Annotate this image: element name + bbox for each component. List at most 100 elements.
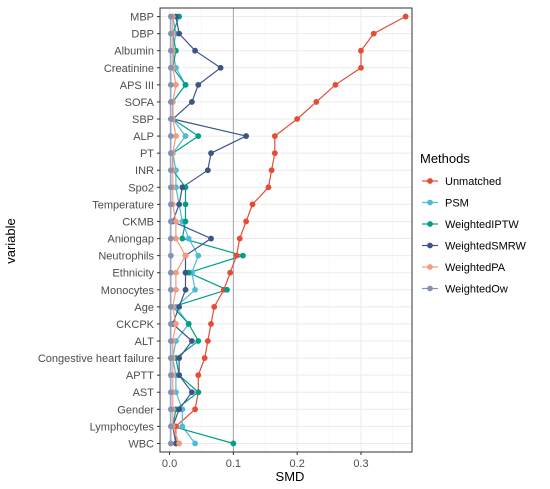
data-point bbox=[176, 201, 183, 208]
data-point bbox=[188, 389, 195, 396]
y-tick-label: SOFA bbox=[125, 97, 155, 109]
data-point bbox=[167, 167, 174, 174]
data-point bbox=[182, 218, 189, 225]
data-point bbox=[167, 116, 174, 122]
data-point bbox=[173, 235, 179, 242]
data-point bbox=[167, 372, 174, 379]
data-point bbox=[208, 321, 214, 327]
data-point bbox=[192, 440, 198, 447]
data-point bbox=[176, 355, 183, 361]
data-point bbox=[173, 218, 179, 225]
y-tick-label: CKMB bbox=[122, 216, 154, 228]
legend-key-point bbox=[427, 264, 433, 270]
data-point bbox=[332, 81, 339, 88]
y-tick-label: Creatinine bbox=[104, 63, 154, 75]
data-point bbox=[167, 218, 174, 225]
y-tick-label: WBC bbox=[128, 438, 154, 450]
y-tick-label: SBP bbox=[132, 114, 154, 126]
data-point bbox=[182, 286, 189, 293]
y-tick-label: APTT bbox=[126, 370, 154, 382]
y-tick-label: AST bbox=[133, 387, 155, 399]
data-point bbox=[230, 440, 237, 447]
data-point bbox=[182, 201, 189, 208]
data-point bbox=[358, 64, 364, 71]
data-point bbox=[167, 440, 174, 447]
data-point bbox=[265, 184, 272, 191]
data-point bbox=[182, 81, 189, 88]
legend-label: Unmatched bbox=[445, 176, 501, 188]
data-point bbox=[176, 406, 183, 413]
legend-label: WeightedPA bbox=[445, 262, 506, 274]
data-point bbox=[182, 133, 189, 139]
x-tick-label: 0.1 bbox=[226, 458, 241, 470]
data-point bbox=[167, 355, 174, 361]
data-point bbox=[179, 184, 186, 191]
data-point bbox=[201, 355, 208, 361]
data-point bbox=[185, 321, 192, 327]
data-point bbox=[167, 423, 174, 430]
data-point bbox=[268, 167, 275, 174]
data-point bbox=[195, 372, 202, 379]
legend: Methods Unmatched PSM WeightedIPTW Weighted… bbox=[420, 151, 527, 296]
data-point bbox=[240, 252, 246, 259]
data-point bbox=[192, 286, 198, 293]
y-tick-label: APS III bbox=[120, 80, 154, 92]
data-point bbox=[173, 321, 179, 327]
data-point bbox=[204, 338, 211, 344]
data-point bbox=[271, 150, 278, 157]
data-point bbox=[192, 47, 198, 54]
data-point bbox=[167, 81, 174, 88]
data-point bbox=[195, 81, 202, 88]
data-point bbox=[176, 440, 183, 447]
data-point bbox=[167, 406, 174, 413]
y-tick-label: ALT bbox=[135, 336, 155, 348]
legend-label: WeightedIPTW bbox=[445, 219, 519, 231]
data-point bbox=[313, 99, 320, 105]
legend-key-point bbox=[427, 178, 433, 184]
y-tick-label: ALP bbox=[133, 131, 154, 143]
legend-key-point bbox=[427, 285, 433, 292]
data-point bbox=[195, 252, 202, 259]
data-point bbox=[195, 338, 202, 344]
y-tick-label: DBP bbox=[131, 29, 154, 41]
data-point bbox=[173, 286, 179, 293]
data-point bbox=[179, 423, 186, 430]
legend-label: WeightedOw bbox=[445, 284, 508, 296]
plot-area bbox=[159, 7, 413, 453]
data-point bbox=[294, 116, 301, 122]
x-axis-title: SMD bbox=[276, 469, 305, 484]
x-axis-ticks: 0.0 0.1 0.2 0.3 bbox=[162, 452, 369, 470]
data-point bbox=[195, 389, 202, 396]
data-point bbox=[167, 321, 174, 327]
y-tick-label: INR bbox=[135, 165, 154, 177]
data-point bbox=[176, 30, 183, 37]
data-point bbox=[173, 269, 179, 276]
data-point bbox=[167, 201, 174, 208]
data-point bbox=[208, 150, 214, 157]
legend-label: WeightedSMRW bbox=[445, 241, 527, 253]
data-point bbox=[192, 406, 198, 413]
data-point bbox=[271, 133, 278, 139]
data-point bbox=[167, 338, 174, 344]
data-point bbox=[227, 269, 234, 276]
y-tick-label: Lymphocytes bbox=[90, 421, 155, 433]
data-point bbox=[211, 303, 218, 310]
data-point bbox=[204, 167, 211, 174]
y-tick-label: Neutrophils bbox=[98, 251, 154, 263]
data-point bbox=[173, 81, 179, 88]
y-tick-label: Monocytes bbox=[101, 285, 155, 297]
data-point bbox=[167, 13, 174, 20]
data-point bbox=[217, 64, 224, 71]
data-point bbox=[233, 252, 240, 259]
y-tick-label: Aniongap bbox=[108, 234, 155, 246]
y-tick-label: Albumin bbox=[114, 46, 154, 58]
data-point bbox=[182, 252, 189, 259]
data-point bbox=[243, 218, 250, 225]
y-axis-ticks: MBP DBP Albumin Creatinine APS III SOFA SBP ALP… bbox=[38, 12, 160, 450]
data-point bbox=[176, 303, 183, 310]
y-tick-label: MBP bbox=[130, 12, 154, 24]
y-tick-label: Ethnicity bbox=[112, 268, 154, 280]
y-tick-label: PT bbox=[140, 148, 154, 160]
data-point bbox=[179, 235, 186, 242]
